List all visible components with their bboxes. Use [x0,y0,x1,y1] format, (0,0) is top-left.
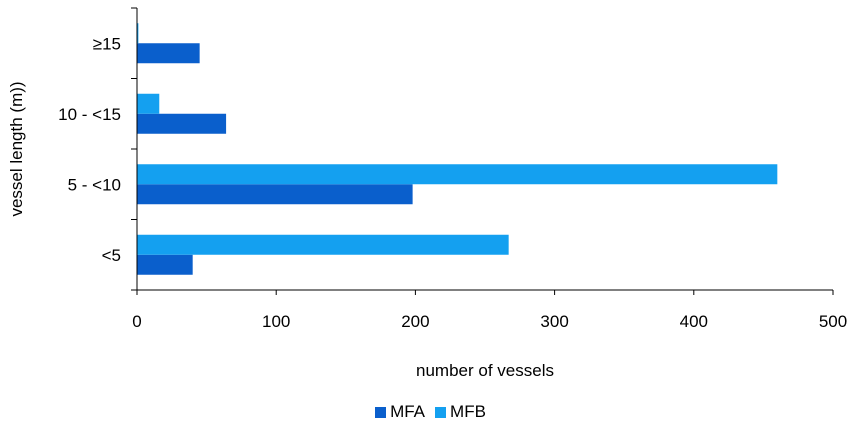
legend-swatch-mfb [435,406,447,418]
bar-mfb-2 [137,93,160,114]
x-tick-label: 200 [401,312,429,331]
x-axis-title: number of vessels [416,361,554,380]
x-tick-label: 300 [540,312,568,331]
x-tick-label: 400 [680,312,708,331]
bar-mfb-0 [137,234,509,255]
x-tick-label: 0 [132,312,141,331]
y-tick-label: ≥15 [93,34,121,53]
chart-legend: MFA MFB [0,402,861,422]
y-axis-title: vessel length (m)) [7,81,26,216]
x-tick-label: 100 [262,312,290,331]
bar-mfb-3 [137,23,139,44]
bar-mfa-1 [137,184,413,205]
y-tick-label: <5 [102,246,121,265]
legend-item-mfb: MFB [435,402,486,422]
bar-mfb-1 [137,164,778,185]
legend-swatch-mfa [375,406,387,418]
y-axis-ticks: <5 5 - <10 10 - <15 ≥15 [58,7,137,291]
y-tick-label: 5 - <10 [68,175,121,194]
legend-label-mfb: MFB [450,402,486,421]
x-axis-ticks: 0 100 200 300 400 500 [132,290,847,331]
bars-group [137,23,778,275]
y-tick-label: 10 - <15 [58,105,121,124]
bar-chart: 0 100 200 300 400 500 <5 5 - <10 10 - <15 ≥15 nu… [7,7,847,380]
x-tick-label: 500 [819,312,847,331]
bar-mfa-0 [137,254,193,275]
legend-label-mfa: MFA [390,402,426,421]
bar-mfa-3 [137,43,200,64]
bar-mfa-2 [137,113,227,134]
legend-item-mfa: MFA [375,402,425,422]
